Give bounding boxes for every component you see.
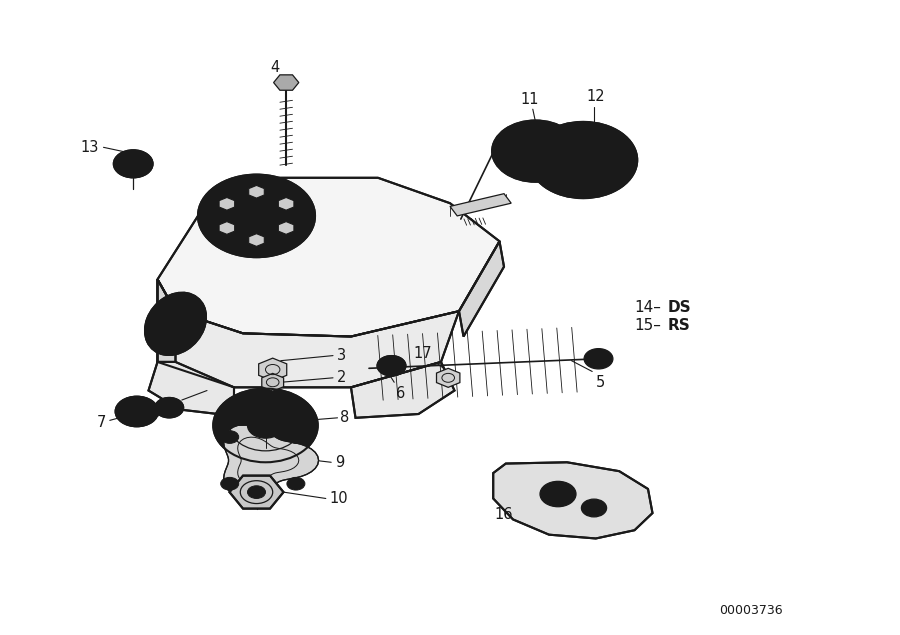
Circle shape: [287, 431, 305, 443]
Polygon shape: [450, 194, 511, 216]
Text: 5: 5: [596, 375, 605, 390]
Text: 9: 9: [335, 455, 344, 470]
Polygon shape: [351, 362, 454, 418]
Polygon shape: [158, 178, 500, 337]
Text: 8: 8: [340, 410, 349, 425]
Polygon shape: [148, 362, 234, 416]
Circle shape: [248, 210, 266, 222]
Text: 4: 4: [271, 60, 280, 75]
Polygon shape: [158, 279, 459, 387]
Circle shape: [492, 121, 579, 182]
Circle shape: [198, 175, 315, 257]
Text: 6: 6: [142, 411, 151, 427]
Polygon shape: [278, 222, 294, 234]
Polygon shape: [248, 234, 265, 246]
Text: 7: 7: [97, 415, 106, 430]
Text: 3: 3: [337, 348, 346, 363]
Circle shape: [213, 389, 318, 462]
Text: RS: RS: [668, 318, 690, 333]
Text: 2: 2: [337, 370, 346, 385]
Circle shape: [128, 160, 139, 168]
Polygon shape: [278, 197, 294, 210]
Polygon shape: [274, 75, 299, 90]
Text: 16: 16: [494, 507, 513, 522]
Circle shape: [248, 486, 266, 498]
Circle shape: [220, 431, 238, 443]
Polygon shape: [230, 476, 284, 509]
Polygon shape: [258, 358, 287, 381]
Text: 17: 17: [413, 345, 432, 361]
Text: 13: 13: [81, 140, 99, 155]
Circle shape: [113, 150, 153, 178]
Polygon shape: [459, 241, 504, 337]
Text: 10: 10: [329, 491, 348, 506]
Polygon shape: [436, 368, 460, 387]
Text: 15–: 15–: [634, 318, 662, 333]
Circle shape: [155, 398, 184, 418]
Text: 1: 1: [210, 225, 219, 241]
Polygon shape: [493, 462, 652, 538]
Text: 11: 11: [520, 91, 538, 107]
Polygon shape: [223, 424, 319, 497]
Circle shape: [162, 311, 184, 326]
Polygon shape: [219, 197, 235, 210]
Circle shape: [248, 413, 284, 438]
Text: 14–: 14–: [634, 300, 662, 316]
Circle shape: [287, 478, 305, 490]
Circle shape: [540, 481, 576, 507]
Text: 00003736: 00003736: [719, 605, 783, 617]
Ellipse shape: [145, 293, 206, 355]
Circle shape: [529, 122, 637, 198]
Polygon shape: [262, 373, 284, 391]
Circle shape: [153, 305, 193, 333]
Circle shape: [377, 356, 406, 376]
Polygon shape: [248, 185, 265, 198]
Circle shape: [115, 396, 158, 427]
Text: 12: 12: [587, 89, 605, 104]
Polygon shape: [219, 222, 235, 234]
Circle shape: [584, 349, 613, 369]
Text: DS: DS: [668, 300, 691, 316]
Circle shape: [220, 478, 238, 490]
Circle shape: [581, 499, 607, 517]
Text: 6: 6: [396, 386, 405, 401]
Circle shape: [522, 142, 549, 161]
Polygon shape: [158, 279, 176, 362]
